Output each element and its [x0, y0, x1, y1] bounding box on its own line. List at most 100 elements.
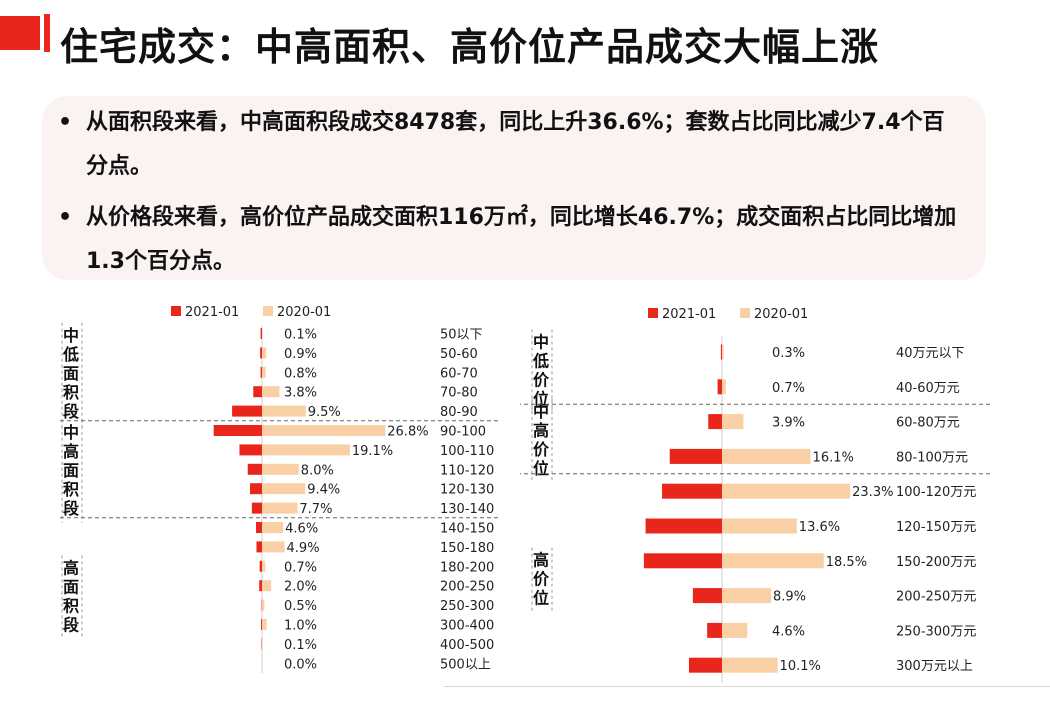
bar-2021 [260, 366, 262, 378]
category-label: 110-120 [440, 463, 494, 478]
data-label: 10.1% [780, 659, 821, 674]
bar-2020 [262, 560, 266, 572]
bar-2020 [262, 541, 285, 553]
price-segment-chart: 2021-01 2020-01 0.3% 40万元以下 0.7% 40-60万元 3.9% 6… [520, 307, 990, 683]
category-label: 250-300万元 [896, 624, 976, 639]
bar-2021 [250, 483, 262, 495]
category-label: 180-200 [440, 560, 494, 575]
category-label: 100-110 [440, 444, 494, 459]
category-label: 40-60万元 [896, 381, 960, 396]
data-label: 0.8% [284, 366, 317, 381]
data-label: 16.1% [813, 450, 854, 465]
bar-2021 [643, 553, 722, 569]
data-label: 18.5% [826, 555, 867, 570]
bar-2020 [262, 444, 350, 456]
bar-2021 [261, 619, 262, 630]
data-label: 26.8% [387, 425, 428, 440]
legend-label-2020: 2020-01 [754, 307, 808, 322]
chart-baseline-divider [444, 686, 1050, 687]
category-label: 80-90 [440, 405, 478, 420]
bar-2020 [722, 379, 726, 395]
bar-2020 [722, 344, 724, 360]
bar-2020 [722, 553, 824, 569]
legend-label-2020: 2020-01 [277, 305, 331, 320]
bar-2020 [262, 619, 267, 630]
category-label: 80-100万元 [896, 450, 968, 465]
legend-label-2021: 2021-01 [185, 305, 239, 320]
bar-2021 [213, 425, 262, 436]
bar-2020 [262, 502, 298, 514]
category-label: 400-500 [440, 638, 494, 653]
category-label: 200-250万元 [896, 590, 976, 605]
data-label: 4.9% [287, 541, 320, 556]
bar-2021 [239, 444, 262, 456]
bullet-price: • 从价格段来看，高价位产品成交面积116万㎡，同比增长46.7%；成交面积占比… [58, 196, 958, 284]
data-label: 3.9% [772, 416, 805, 431]
data-label: 13.6% [799, 520, 840, 535]
bar-2020 [722, 657, 778, 673]
group-label: 中高价位 [533, 402, 550, 478]
bar-2020 [722, 622, 748, 638]
page-title: 住宅成交：中高面积、高价位产品成交大幅上涨 [60, 25, 880, 69]
bar-2021 [256, 541, 262, 553]
data-label: 7.7% [299, 502, 332, 517]
bar-2021 [259, 560, 262, 572]
data-label: 9.5% [308, 405, 341, 420]
bar-2021 [251, 502, 262, 514]
category-label: 300-400 [440, 619, 494, 634]
bar-2020 [722, 448, 811, 464]
legend-swatch-2020 [263, 306, 273, 316]
bar-2020 [262, 425, 386, 436]
category-label: 130-140 [440, 502, 494, 517]
legend-swatch-2021 [171, 306, 181, 316]
bar-2021 [645, 518, 722, 534]
bar-2020 [262, 366, 266, 378]
group-label: 中低价位 [532, 332, 550, 408]
bar-2020 [262, 522, 284, 533]
category-label: 50-60 [440, 347, 478, 362]
legend-label-2021: 2021-01 [662, 307, 716, 322]
bar-2020 [262, 580, 272, 592]
bar-2021 [260, 347, 262, 359]
data-label: 8.9% [773, 590, 806, 605]
category-label: 150-200万元 [896, 555, 976, 570]
bullet-text-area: 从面积段来看，中高面积段成交8478套，同比上升36.6%；套数占比同比减少7.… [86, 110, 945, 179]
data-label: 0.9% [284, 347, 317, 362]
bar-2020 [722, 414, 744, 430]
summary-box [42, 96, 986, 280]
bar-2020 [262, 405, 306, 417]
data-label: 0.1% [284, 328, 317, 343]
data-label: 0.5% [284, 599, 317, 614]
bar-2021 [256, 522, 262, 533]
group-label: 中低面积段 [62, 326, 80, 421]
bar-2020 [722, 518, 797, 534]
category-label: 60-70 [440, 366, 478, 381]
bar-2020 [262, 463, 299, 475]
bullet-dot: • [58, 205, 73, 230]
category-label: 50以下 [440, 328, 483, 343]
data-label: 1.0% [284, 619, 317, 634]
group-label: 高价位 [533, 551, 550, 608]
bar-2021 [708, 414, 722, 430]
data-label: 0.1% [284, 638, 317, 653]
bullet-dot: • [58, 110, 73, 135]
data-label: 0.3% [772, 346, 805, 361]
bar-2021 [669, 448, 722, 464]
bar-2020 [262, 386, 280, 398]
data-label: 0.7% [284, 560, 317, 575]
bar-2021 [720, 344, 722, 360]
category-label: 90-100 [440, 425, 486, 440]
bar-2021 [232, 405, 262, 417]
bar-2021 [253, 386, 262, 398]
bar-2021 [707, 622, 722, 638]
category-label: 140-150 [440, 522, 494, 537]
category-label: 200-250 [440, 580, 494, 595]
data-label: 19.1% [352, 444, 393, 459]
category-label: 150-180 [440, 541, 494, 556]
data-label: 23.3% [852, 485, 893, 500]
bar-2020 [262, 599, 265, 611]
bar-2020 [262, 483, 306, 495]
group-label: 高面积段 [63, 558, 80, 634]
bar-2021 [259, 580, 262, 592]
category-label: 300万元以上 [896, 659, 973, 674]
